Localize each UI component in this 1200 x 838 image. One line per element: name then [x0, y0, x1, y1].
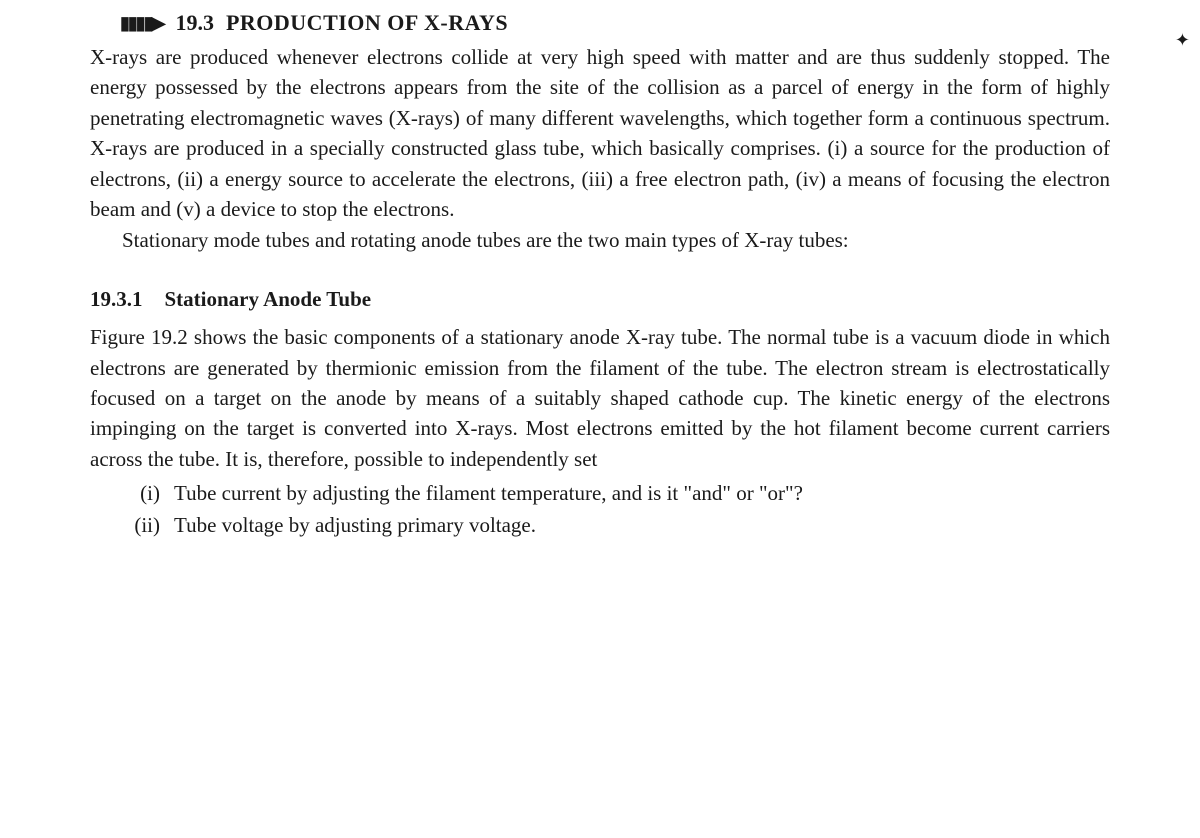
- list-item: (i) Tube current by adjusting the filame…: [90, 478, 1110, 510]
- paragraph-2: Stationary mode tubes and rotating anode…: [90, 225, 1110, 255]
- list-item: (ii) Tube voltage by adjusting primary v…: [90, 510, 1110, 542]
- list-item-text: Tube current by adjusting the filament t…: [174, 478, 1110, 510]
- paragraph-1: X-rays are produced whenever electrons c…: [90, 42, 1110, 225]
- list-item-text: Tube voltage by adjusting primary voltag…: [174, 510, 1110, 542]
- list-item-marker: (i): [90, 478, 174, 510]
- subsection-number: 19.3.1: [90, 287, 143, 311]
- cursor-icon: ✦: [1175, 30, 1190, 51]
- ordered-list: (i) Tube current by adjusting the filame…: [90, 478, 1110, 541]
- subsection-title: Stationary Anode Tube: [165, 287, 372, 311]
- list-item-marker: (ii): [90, 510, 174, 542]
- section-heading: ▮▮▮▮▶ 19.3 PRODUCTION OF X-RAYS: [120, 10, 1110, 36]
- section-title: PRODUCTION OF X-RAYS: [226, 10, 508, 36]
- paragraph-3: Figure 19.2 shows the basic components o…: [90, 322, 1110, 474]
- document-page: ▮▮▮▮▶ 19.3 PRODUCTION OF X-RAYS X-rays a…: [0, 0, 1200, 541]
- subsection-heading: 19.3.1 Stationary Anode Tube: [90, 287, 1110, 312]
- section-number: 19.3: [175, 10, 214, 36]
- section-marker-icon: ▮▮▮▮▶: [120, 13, 163, 34]
